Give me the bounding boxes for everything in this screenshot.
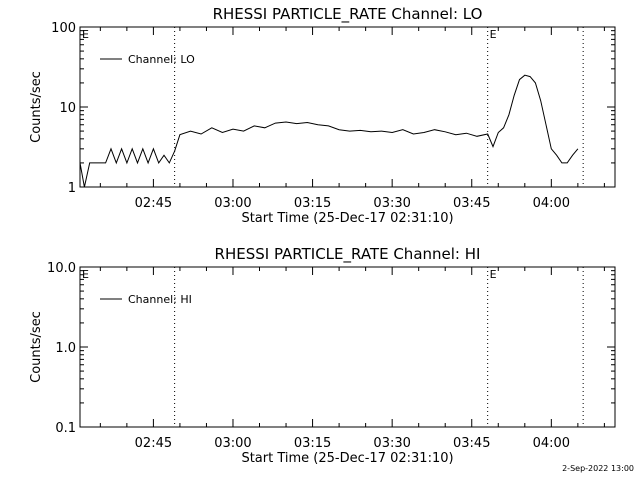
y-tick-label: 10: [59, 101, 76, 116]
x-tick-label: 03:00: [214, 196, 251, 211]
x-tick-label: 04:00: [533, 196, 570, 211]
x-tick-label: 03:45: [453, 436, 490, 451]
footer-timestamp: 2-Sep-2022 13:00: [562, 464, 634, 473]
y-axis-label: Counts/sec: [29, 71, 44, 143]
x-tick-label: 03:45: [453, 196, 490, 211]
chart-title: RHESSI PARTICLE_RATE Channel: LO: [213, 5, 483, 24]
x-tick-label: 03:15: [294, 196, 331, 211]
x-tick-label: 02:45: [135, 436, 172, 451]
y-tick-label: 10.0: [47, 261, 76, 276]
y-tick-label: 1: [68, 181, 76, 196]
plot-frame: [79, 266, 616, 428]
x-tick-label: 03:30: [373, 436, 410, 451]
event-marker-label: E: [82, 268, 89, 281]
x-tick-label: 03:00: [214, 436, 251, 451]
x-tick-label: 04:00: [533, 436, 570, 451]
event-marker-label: E: [490, 28, 497, 41]
y-tick-label: 1.0: [55, 341, 76, 356]
x-tick-label: 02:45: [135, 196, 172, 211]
legend-label: Channel: HI: [128, 293, 192, 306]
y-axis-label: Counts/sec: [29, 311, 44, 383]
x-axis-label: Start Time (25-Dec-17 02:31:10): [241, 211, 453, 226]
x-tick-label: 03:15: [294, 436, 331, 451]
series-line: [79, 74, 579, 188]
y-tick-label: 100: [51, 21, 76, 36]
event-marker-label: E: [490, 268, 497, 281]
x-axis-label: Start Time (25-Dec-17 02:31:10): [241, 451, 453, 466]
x-tick-label: 03:30: [373, 196, 410, 211]
plot-frame: [79, 26, 616, 188]
chart-title: RHESSI PARTICLE_RATE Channel: HI: [215, 245, 481, 264]
y-tick-label: 0.1: [55, 421, 76, 436]
legend-label: Channel: LO: [128, 53, 195, 66]
event-marker-label: E: [82, 28, 89, 41]
